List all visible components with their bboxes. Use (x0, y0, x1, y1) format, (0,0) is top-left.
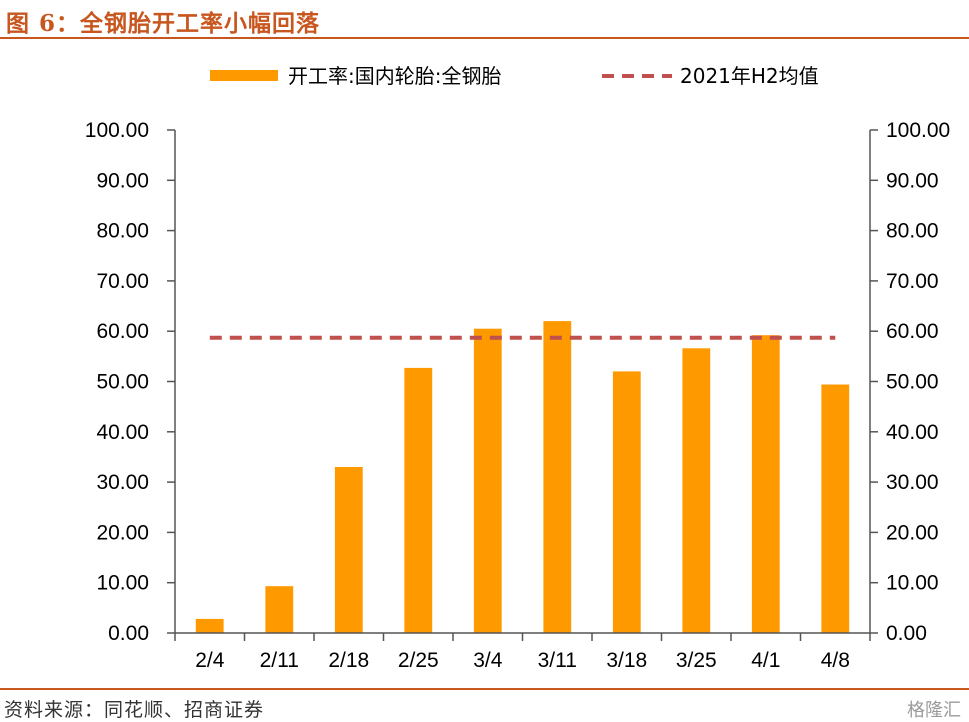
y-tick-label-left-2: 20.00 (96, 521, 149, 544)
legend-line-label: 2021年H2均值 (680, 64, 819, 88)
y-tick-label-right-3: 30.00 (886, 471, 939, 494)
y-tick-label-left-0: 0.00 (108, 622, 149, 645)
y-tick-label-left-1: 10.00 (96, 572, 149, 595)
x-tick-label-4: 3/4 (473, 649, 503, 672)
bar-9 (821, 384, 850, 633)
bar-2 (334, 467, 363, 633)
y-tick-label-left-10: 100.00 (85, 119, 149, 142)
y-tick-label-left-6: 60.00 (96, 320, 149, 343)
y-tick-label-right-4: 40.00 (886, 421, 939, 444)
y-tick-label-right-6: 60.00 (886, 320, 939, 343)
y-tick-label-left-3: 30.00 (96, 471, 149, 494)
y-tick-label-right-9: 90.00 (886, 169, 939, 192)
x-tick-label-5: 3/11 (538, 649, 577, 672)
legend-bar-label: 开工率:国内轮胎:全钢胎 (288, 64, 501, 88)
y-tick-label-left-7: 70.00 (96, 270, 149, 293)
x-tick-label-0: 2/4 (195, 649, 225, 672)
legend: 开工率:国内轮胎:全钢胎 2021年H2均值 (210, 64, 819, 88)
y-tick-label-right-10: 100.00 (886, 119, 950, 142)
x-tick-label-3: 2/25 (398, 649, 439, 672)
bar-1 (265, 586, 294, 633)
footer-divider (0, 688, 969, 690)
y-tick-label-right-0: 0.00 (886, 622, 927, 645)
bar-0 (195, 618, 224, 633)
x-tick-label-8: 4/1 (751, 649, 780, 672)
y-tick-label-left-8: 80.00 (96, 220, 149, 243)
legend-bar-swatch (210, 70, 278, 81)
y-tick-label-right-7: 70.00 (886, 270, 939, 293)
bar-4 (473, 328, 502, 633)
bar-7 (682, 348, 711, 633)
x-tick-label-6: 3/18 (606, 649, 647, 672)
y-tick-label-left-9: 90.00 (96, 169, 149, 192)
axes-layer: 0.00 0.00 10.00 10.00 20.00 20.00 30.00 30.00 40… (85, 119, 950, 672)
bar-6 (612, 371, 641, 633)
bars-layer (195, 321, 850, 633)
bar-8 (751, 335, 780, 633)
source-note: 资料来源：同花顺、招商证券 (4, 699, 265, 721)
chart-title: 图 6：全钢胎开工率小幅回落 (6, 10, 321, 37)
y-tick-label-right-5: 50.00 (886, 371, 939, 394)
x-tick-label-7: 3/25 (676, 649, 717, 672)
y-tick-label-right-2: 20.00 (886, 521, 939, 544)
x-tick-label-9: 4/8 (821, 649, 850, 672)
y-tick-label-left-5: 50.00 (96, 371, 149, 394)
bar-5 (543, 321, 572, 633)
bar-3 (404, 367, 433, 633)
y-tick-label-left-4: 40.00 (96, 421, 149, 444)
x-tick-label-1: 2/11 (260, 649, 299, 672)
watermark: 格隆汇 (907, 700, 961, 720)
y-tick-label-right-1: 10.00 (886, 572, 939, 595)
x-tick-label-2: 2/18 (328, 649, 369, 672)
title-divider (0, 37, 969, 39)
y-tick-label-right-8: 80.00 (886, 220, 939, 243)
